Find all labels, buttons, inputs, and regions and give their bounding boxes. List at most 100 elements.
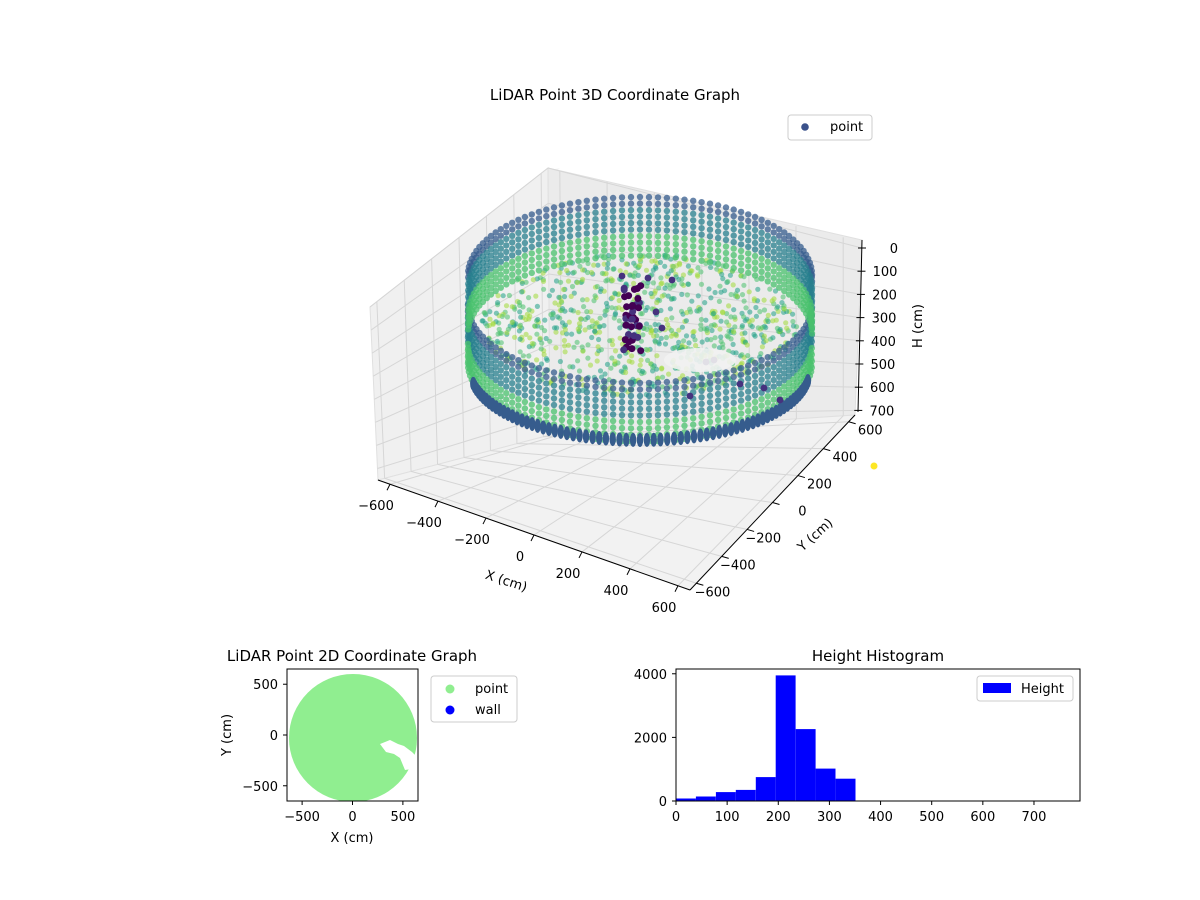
point-disc-2d — [289, 674, 417, 801]
cloud-point — [562, 349, 568, 355]
cloud-point — [495, 300, 501, 306]
z-tick-label-3d: 300 — [872, 312, 897, 327]
ring-point — [737, 221, 745, 229]
ring-point — [509, 278, 516, 285]
ring-point — [627, 412, 635, 419]
ring-point — [672, 202, 679, 209]
cloud-point — [732, 324, 738, 330]
ring-point — [737, 234, 745, 242]
ring-point — [698, 387, 705, 394]
ring-point — [730, 412, 737, 420]
cloud-point — [741, 314, 747, 320]
y-tick-label-3d: −200 — [745, 531, 781, 546]
ring-point — [751, 226, 759, 234]
ring-point — [730, 258, 737, 265]
ring-point — [497, 284, 504, 291]
ring-point — [737, 215, 745, 222]
ring-point — [770, 396, 777, 403]
ring-point — [745, 243, 752, 251]
ring-point — [515, 396, 522, 403]
cloud-point — [695, 293, 701, 299]
cloud-point — [534, 276, 540, 282]
ring-point — [690, 408, 697, 415]
ring-point — [543, 232, 550, 239]
histogram-bar — [795, 729, 816, 801]
cloud-point — [728, 291, 734, 298]
ring-point — [543, 367, 550, 374]
stray-point — [736, 380, 744, 388]
ring-point — [566, 233, 574, 240]
ring-point — [764, 373, 771, 380]
ring-point — [758, 396, 765, 403]
ring-point — [609, 253, 617, 260]
cloud-point — [565, 278, 572, 284]
ring-point — [654, 405, 662, 412]
ring-point — [690, 249, 697, 256]
ring-point — [503, 357, 510, 364]
cloud-point — [714, 266, 720, 272]
ring-point — [583, 204, 590, 211]
ring-point — [575, 400, 582, 407]
ring-point — [592, 242, 599, 249]
cloud-point — [561, 337, 568, 344]
cloud-point — [742, 330, 748, 336]
cloud-point — [711, 343, 717, 349]
ring-point — [515, 236, 522, 243]
ring-point — [751, 259, 759, 266]
cloud-point — [612, 348, 619, 354]
ring-point — [730, 386, 737, 394]
ring-point — [618, 252, 626, 260]
ring-point — [706, 200, 714, 207]
cloud-point — [574, 279, 581, 286]
cloud-point — [681, 338, 687, 344]
cloud-point — [734, 287, 741, 293]
ring-point — [663, 391, 671, 399]
cloud-point — [665, 321, 671, 328]
ring-point — [528, 407, 535, 415]
ring-point — [654, 194, 662, 201]
cloud-point — [676, 339, 682, 345]
ring-point — [722, 243, 730, 250]
ring-point — [575, 387, 582, 394]
ring-point — [535, 390, 543, 398]
cloud-point — [781, 306, 788, 312]
ring-point — [575, 381, 582, 388]
ring-point — [737, 410, 745, 417]
ring-point — [690, 415, 697, 422]
ring-point — [464, 334, 472, 341]
cloud-point — [644, 326, 650, 332]
legend-2d-wall-marker — [445, 705, 455, 715]
ring-point — [714, 221, 722, 229]
cloud-point — [764, 317, 770, 323]
ring-bottom-point — [470, 376, 477, 391]
ring-point — [509, 271, 516, 278]
cloud-point — [559, 307, 565, 314]
ring-point — [730, 367, 737, 374]
ring-point — [550, 395, 558, 402]
ring-point — [714, 410, 722, 417]
ring-point — [543, 251, 550, 259]
ring-point — [627, 379, 635, 387]
ring-bottom-point — [545, 422, 553, 437]
ring-point — [575, 205, 582, 212]
ring-point — [627, 219, 635, 227]
ring-bottom-point — [722, 423, 729, 438]
ring-point — [681, 248, 688, 255]
ring-point — [636, 206, 644, 214]
z-axis-line — [857, 239, 863, 413]
cloud-point — [770, 318, 776, 324]
pillar-point — [625, 338, 633, 346]
ring-point — [464, 340, 472, 348]
ring-point — [535, 397, 543, 404]
ring-point — [609, 404, 617, 412]
legend-histogram-box — [976, 675, 1074, 702]
cloud-point — [663, 334, 670, 341]
ring-point — [714, 260, 722, 268]
ring-point — [785, 252, 793, 259]
cloud-point — [585, 314, 591, 321]
cloud-point — [557, 269, 563, 276]
ring-point — [681, 409, 688, 416]
cloud-point — [575, 358, 581, 364]
ring-point — [575, 420, 582, 427]
ring-point — [636, 405, 644, 413]
